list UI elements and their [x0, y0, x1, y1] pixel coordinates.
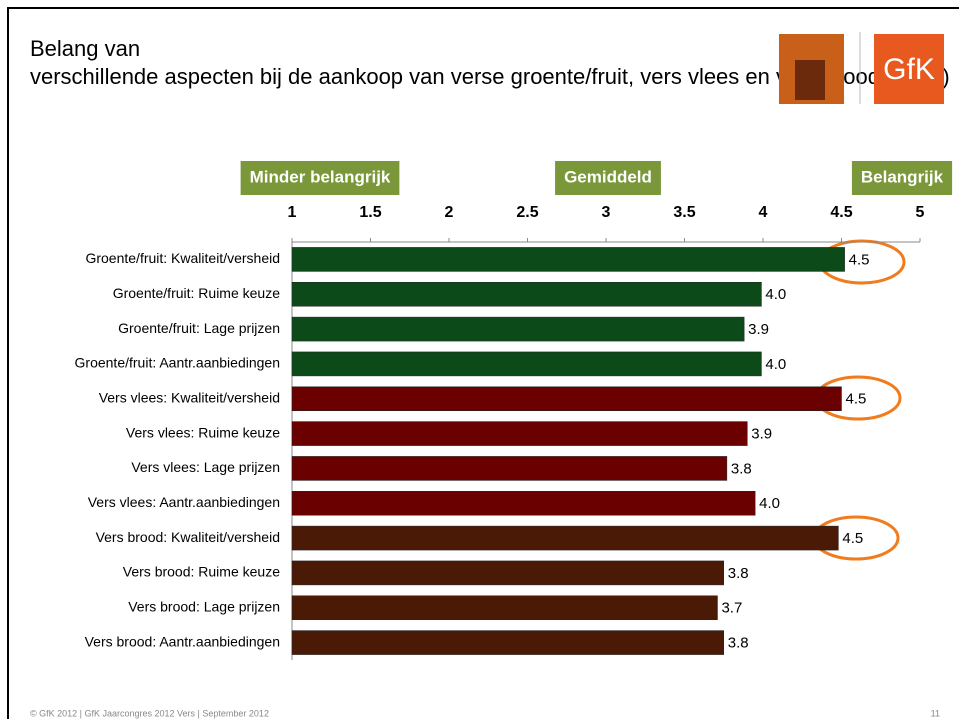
value-label: 4.5 [846, 391, 867, 408]
page-number: 11 [931, 708, 940, 718]
annotation-text: Minder belangrijk [250, 167, 391, 186]
annotation-text: Belangrijk [861, 167, 944, 186]
x-tick-label: 4 [759, 204, 768, 221]
category-label: Vers brood: Lage prijzen [128, 598, 280, 614]
category-label: Groente/fruit: Kwaliteit/versheid [85, 250, 280, 266]
value-label: 4.0 [765, 286, 786, 303]
bar [292, 561, 724, 585]
category-label: Vers brood: Aantr.aanbiedingen [85, 633, 280, 649]
bar [292, 317, 744, 341]
value-label: 3.7 [721, 600, 742, 617]
logo-image-detail [795, 60, 825, 100]
category-label: Groente/fruit: Lage prijzen [118, 320, 280, 336]
bar [292, 352, 761, 376]
annotation-text: Gemiddeld [564, 167, 652, 186]
slide: Belang vanverschillende aspecten bij de … [0, 0, 959, 719]
bar [292, 631, 724, 655]
value-label: 3.9 [748, 321, 769, 338]
x-tick-label: 3 [602, 204, 611, 221]
x-tick-label: 5 [916, 204, 925, 221]
x-tick-label: 1 [288, 204, 297, 221]
x-tick-label: 2.5 [516, 204, 538, 221]
x-tick-label: 2 [445, 204, 454, 221]
value-label: 3.8 [728, 635, 749, 652]
category-label: Vers vlees: Ruime keuze [126, 424, 280, 440]
bar [292, 247, 845, 271]
value-label: 4.0 [759, 495, 780, 512]
bar [292, 526, 838, 550]
category-label: Groente/fruit: Aantr.aanbiedingen [75, 355, 280, 371]
value-label: 3.8 [728, 565, 749, 582]
annotation: Minder belangrijk [241, 161, 400, 195]
value-label: 4.5 [842, 530, 863, 547]
value-label: 3.8 [731, 460, 752, 477]
category-label: Vers vlees: Kwaliteit/versheid [99, 389, 280, 405]
category-label: Vers vlees: Lage prijzen [131, 459, 280, 475]
category-label: Vers vlees: Aantr.aanbiedingen [88, 494, 280, 510]
bar [292, 456, 727, 480]
bar [292, 422, 747, 446]
value-label: 4.0 [765, 356, 786, 373]
category-label: Vers brood: Ruime keuze [123, 564, 280, 580]
bar [292, 282, 761, 306]
annotation: Gemiddeld [555, 161, 661, 195]
x-tick-label: 4.5 [830, 204, 852, 221]
footer: © GfK 2012 | GfK Jaarcongres 2012 Vers |… [30, 708, 269, 718]
annotation: Belangrijk [852, 161, 952, 195]
x-tick-label: 1.5 [359, 204, 381, 221]
category-label: Groente/fruit: Ruime keuze [113, 285, 281, 301]
value-label: 3.9 [751, 426, 772, 443]
value-label: 4.5 [849, 251, 870, 268]
category-label: Vers brood: Kwaliteit/versheid [96, 529, 280, 545]
x-tick-label: 3.5 [673, 204, 695, 221]
bar [292, 596, 717, 620]
bar [292, 387, 842, 411]
bar [292, 491, 755, 515]
logo-text: GfK [883, 53, 935, 86]
